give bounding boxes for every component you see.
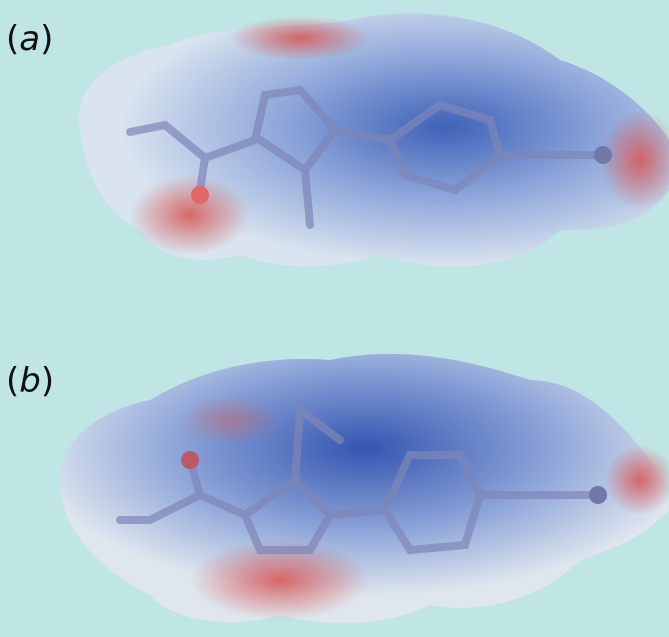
paren: ) — [40, 19, 53, 59]
atom — [594, 146, 612, 164]
atom — [191, 186, 209, 204]
panel-letter: b — [19, 361, 41, 401]
paren: ) — [41, 361, 54, 401]
atom — [589, 486, 607, 504]
panel-b: (b) — [6, 354, 669, 623]
panel-a: (a) — [6, 13, 669, 266]
page: {"panels": [{"label_parts": ["(", "a", "… — [0, 0, 669, 637]
panel-label: (b) — [6, 361, 54, 401]
red-region — [230, 16, 370, 60]
paren: ( — [6, 19, 19, 59]
atom — [181, 451, 199, 469]
figure: (a) (b) — [0, 0, 669, 637]
red-region — [180, 395, 280, 445]
red-region — [130, 175, 250, 255]
paren: ( — [6, 361, 19, 401]
panel-letter: a — [19, 19, 40, 59]
panel-label: (a) — [6, 19, 53, 59]
